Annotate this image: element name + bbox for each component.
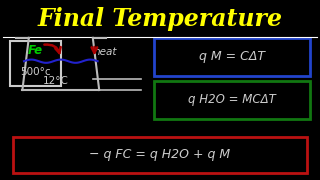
Text: 12°C: 12°C [43, 76, 69, 86]
Bar [154, 81, 310, 119]
Text: q M = CΔT: q M = CΔT [199, 50, 265, 63]
Bar [10, 41, 61, 86]
Text: heat: heat [94, 47, 117, 57]
Bar [154, 38, 310, 76]
Bar [13, 137, 307, 173]
Text: Fe: Fe [28, 44, 43, 57]
Text: q H2O = MCΔT: q H2O = MCΔT [188, 93, 276, 106]
Text: Final Temperature: Final Temperature [37, 7, 283, 31]
Text: 500°c: 500°c [20, 67, 51, 77]
Text: − q FC = q H2O + q M: − q FC = q H2O + q M [89, 148, 231, 161]
